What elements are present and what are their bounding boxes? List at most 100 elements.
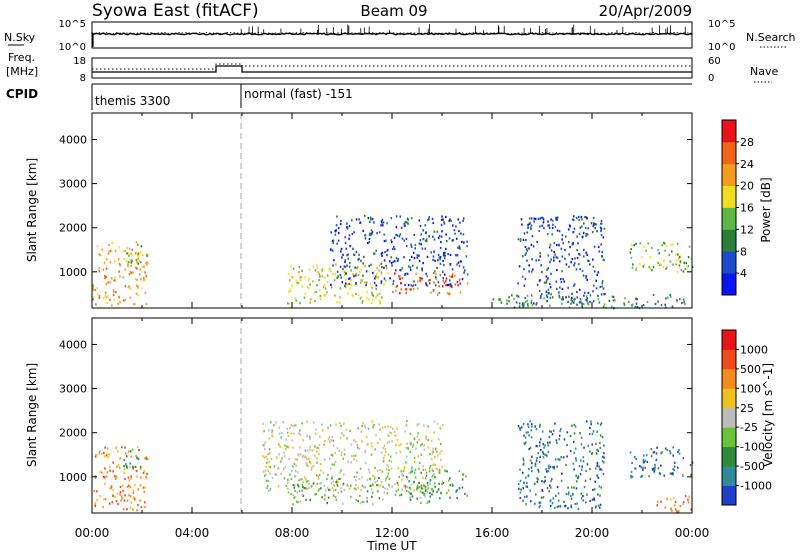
- echo-cell: [338, 449, 340, 452]
- echo-cell: [413, 471, 416, 474]
- echo-cell: [262, 470, 265, 473]
- echo-cell: [539, 441, 541, 444]
- echo-cell: [384, 279, 387, 282]
- echo-cell: [679, 505, 682, 508]
- echo-cell: [344, 259, 347, 262]
- echo-cell: [103, 476, 106, 479]
- echo-cell: [389, 455, 392, 458]
- echo-cell: [522, 499, 524, 502]
- echo-cell: [462, 266, 465, 269]
- echo-cell: [338, 301, 341, 304]
- echo-cell: [539, 501, 542, 504]
- echo-cell: [407, 284, 410, 287]
- echo-cell: [282, 421, 284, 424]
- echo-cell: [335, 263, 337, 266]
- echo-cell: [355, 250, 358, 254]
- cpid-mode-2: normal (fast) -151: [244, 87, 353, 101]
- echo-cell: [546, 470, 548, 473]
- echo-cell: [439, 262, 442, 265]
- echo-cell: [290, 492, 292, 496]
- echo-cell: [674, 508, 677, 511]
- echo-cell: [348, 225, 351, 228]
- echo-cell: [565, 263, 568, 266]
- echo-cell: [318, 447, 320, 450]
- echo-cell: [582, 274, 585, 277]
- echo-cell: [358, 477, 361, 481]
- echo-cell: [670, 243, 672, 247]
- echo-cell: [599, 494, 601, 497]
- echo-cell: [585, 234, 587, 237]
- echo-cell: [370, 263, 372, 266]
- echo-cell: [307, 285, 309, 289]
- echo-cell: [551, 466, 554, 469]
- echo-cell: [598, 485, 601, 488]
- echo-cell: [459, 221, 461, 224]
- echo-cell: [553, 242, 555, 245]
- echo-cell: [124, 268, 127, 271]
- echo-cell: [437, 422, 439, 425]
- echo-cell: [442, 270, 444, 273]
- echo-cell: [388, 459, 391, 462]
- echo-cell: [585, 251, 587, 254]
- echo-cell: [297, 453, 299, 456]
- echo-cell: [428, 216, 431, 219]
- echo-cell: [421, 277, 423, 280]
- echo-cell: [682, 502, 684, 505]
- echo-cell: [115, 447, 117, 450]
- echo-cell: [651, 246, 653, 249]
- echo-cell: [269, 465, 272, 469]
- echo-cell: [664, 303, 666, 306]
- echo-cell: [406, 272, 409, 275]
- echo-cell: [448, 219, 451, 222]
- echo-cell: [446, 470, 448, 473]
- echo-cell: [348, 234, 351, 237]
- echo-cell: [120, 495, 123, 498]
- echo-cell: [145, 261, 147, 264]
- echo-cell: [589, 433, 591, 436]
- echo-cell: [104, 292, 107, 295]
- echo-cell: [436, 230, 439, 233]
- echo-cell: [681, 301, 683, 305]
- echo-cell: [445, 233, 447, 236]
- echo-cell: [403, 484, 405, 487]
- echo-cell: [601, 285, 603, 288]
- echo-cell: [314, 445, 316, 448]
- echo-cell: [560, 479, 563, 482]
- echo-cell: [670, 472, 673, 475]
- echo-cell: [136, 475, 138, 478]
- echo-cell: [355, 488, 357, 491]
- echo-cell: [416, 497, 418, 500]
- echo-cell: [302, 485, 304, 489]
- echo-cell: [411, 470, 413, 473]
- echo-cell: [388, 477, 391, 480]
- echo-cell: [392, 260, 395, 263]
- echo-cell: [565, 492, 568, 496]
- echo-cell: [312, 421, 315, 424]
- echo-cell: [461, 278, 464, 281]
- echo-cell: [94, 505, 97, 508]
- freq-trace: [92, 65, 692, 73]
- echo-cell: [321, 267, 324, 270]
- echo-cell: [413, 437, 416, 440]
- echo-cell: [424, 468, 427, 471]
- echo-cell: [586, 297, 589, 300]
- echo-cell: [593, 245, 596, 248]
- echo-cell: [140, 261, 142, 264]
- echo-cell: [436, 454, 439, 457]
- echo-cell: [659, 262, 661, 265]
- echo-cell: [634, 455, 636, 459]
- echo-cell: [346, 254, 348, 257]
- echo-cell: [378, 264, 381, 267]
- echo-cell: [302, 439, 304, 442]
- echo-cell: [601, 468, 603, 471]
- echo-cell: [542, 218, 545, 221]
- echo-cell: [98, 270, 101, 273]
- echo-cell: [364, 264, 366, 267]
- echo-cell: [400, 478, 403, 481]
- echo-cell: [644, 459, 646, 462]
- echo-cell: [596, 461, 599, 465]
- echo-cell: [360, 430, 362, 433]
- echo-cell: [537, 478, 539, 481]
- echo-cell: [427, 439, 429, 442]
- echo-cell: [375, 276, 377, 279]
